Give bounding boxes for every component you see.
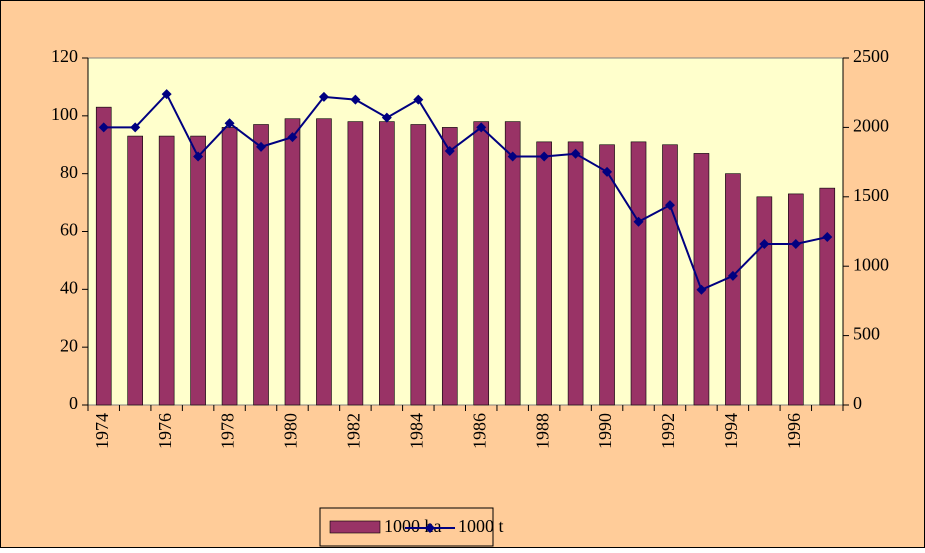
marker <box>287 132 298 143</box>
y-tick-label: 60 <box>60 220 78 240</box>
y-tick-label: 20 <box>60 335 78 355</box>
legend-label: 1000 t <box>458 516 504 536</box>
bar <box>158 135 175 406</box>
x-tick-label: 1994 <box>721 413 741 449</box>
marker <box>727 270 738 281</box>
bar <box>662 144 678 406</box>
plot-area <box>87 57 844 406</box>
bar <box>379 121 395 406</box>
marker <box>224 118 235 129</box>
bar <box>473 121 490 406</box>
y-tick-label: 120 <box>51 46 78 66</box>
marker <box>193 151 204 162</box>
legend-label: 1000 ha <box>384 516 442 536</box>
bar <box>221 127 238 406</box>
y-tick-label: 100 <box>51 104 78 124</box>
bar <box>441 127 458 406</box>
legend-marker <box>425 523 435 533</box>
y2-tick-label: 1500 <box>853 185 889 205</box>
marker <box>507 151 518 162</box>
y2-tick-label: 0 <box>853 393 862 413</box>
marker <box>161 89 172 100</box>
bar <box>536 141 552 406</box>
x-tick-label: 1982 <box>344 413 364 449</box>
marker <box>759 238 770 249</box>
marker <box>633 216 644 227</box>
y-tick-label: 80 <box>60 162 78 182</box>
y2-tick-label: 2000 <box>853 116 889 136</box>
y-tick-label: 0 <box>69 393 78 413</box>
bar <box>284 118 301 406</box>
marker <box>350 94 361 105</box>
marker <box>696 284 707 295</box>
marker <box>444 145 455 156</box>
bar <box>316 118 332 406</box>
marker <box>318 91 329 102</box>
x-tick-label: 1974 <box>92 413 112 449</box>
marker <box>381 112 392 123</box>
marker <box>413 94 424 105</box>
marker <box>664 200 675 211</box>
marker <box>790 238 801 249</box>
bar <box>410 124 427 406</box>
y2-tick-label: 500 <box>853 324 880 344</box>
bar <box>788 193 804 406</box>
marker <box>822 232 833 243</box>
marker <box>256 141 267 152</box>
marker <box>539 151 550 162</box>
x-tick-label: 1992 <box>658 413 678 449</box>
bar <box>504 121 521 406</box>
x-tick-label: 1978 <box>218 413 238 449</box>
marker <box>130 122 141 133</box>
x-tick-label: 1984 <box>406 413 426 449</box>
x-tick-label: 1990 <box>595 413 615 449</box>
line <box>103 92 828 292</box>
bar <box>127 135 143 406</box>
marker <box>98 122 109 133</box>
bar <box>693 153 710 406</box>
y2-tick-label: 2500 <box>853 46 889 66</box>
x-tick-label: 1996 <box>784 413 804 449</box>
x-tick-label: 1988 <box>532 413 552 449</box>
bar <box>819 187 836 406</box>
bar <box>599 144 615 406</box>
x-tick-label: 1986 <box>469 413 489 449</box>
marker <box>570 148 581 159</box>
x-tick-label: 1976 <box>155 413 175 449</box>
marker <box>602 166 613 177</box>
x-tick-label: 1980 <box>281 413 301 449</box>
bar <box>95 106 112 406</box>
bar <box>756 196 773 406</box>
bar <box>725 173 741 406</box>
bar <box>630 141 647 406</box>
bar <box>190 135 206 406</box>
legend-swatch <box>329 520 381 534</box>
marker <box>476 122 487 133</box>
bar <box>253 124 269 406</box>
y2-tick-label: 1000 <box>853 254 889 274</box>
bar <box>347 121 364 406</box>
y-tick-label: 40 <box>60 277 78 297</box>
bar <box>567 141 584 406</box>
